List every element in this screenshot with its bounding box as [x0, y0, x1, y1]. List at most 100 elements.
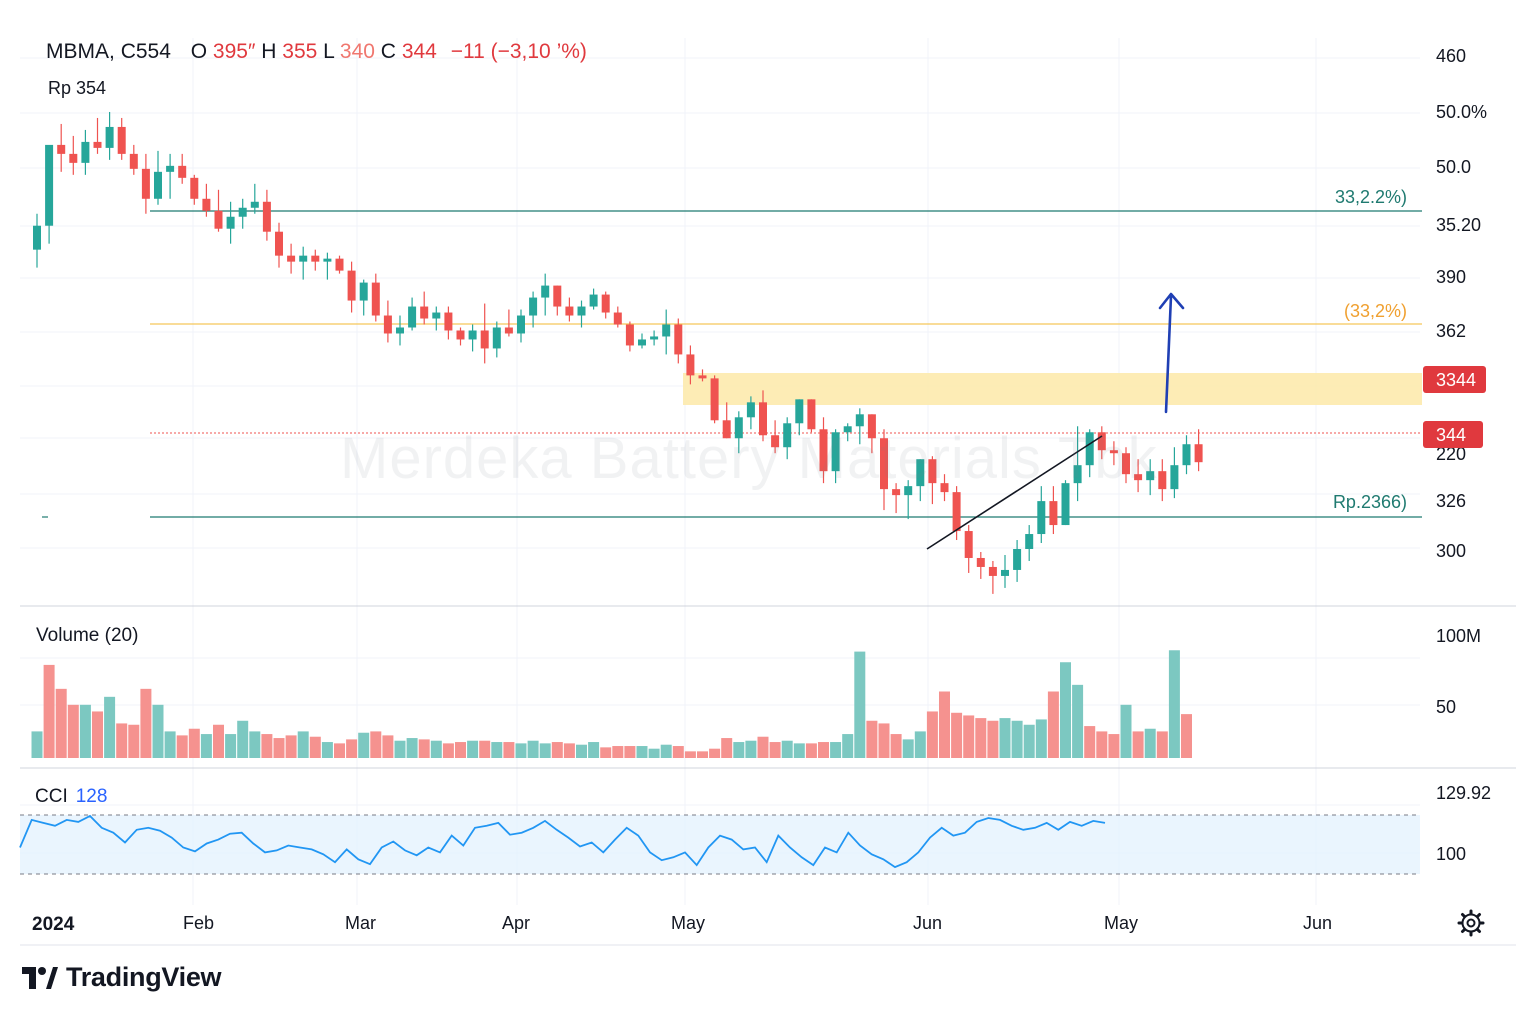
price-tick: 390 [1436, 267, 1466, 287]
volume-bar [1072, 684, 1084, 758]
candle-body [504, 327, 513, 334]
level-label-bottom: Rp.2366) [1333, 492, 1407, 512]
volume-bar [1060, 662, 1071, 758]
volume-bar [902, 739, 914, 758]
candle-body [988, 566, 997, 576]
candle [1013, 540, 1022, 582]
candle [589, 288, 598, 310]
price-badge-last [1423, 421, 1483, 448]
candle-body [613, 312, 622, 325]
candle-body [105, 126, 114, 148]
candle-body [166, 165, 175, 172]
volume-bar [309, 736, 321, 758]
chart-legend-header[interactable]: MBMA, C554 O 395″ H 355 L 340 C 344 −11 … [46, 40, 587, 64]
volume-bar [515, 743, 527, 758]
volume-bar [745, 740, 757, 758]
candle [69, 135, 78, 175]
candle-body [722, 420, 731, 439]
candle-body [117, 126, 126, 154]
volume-title[interactable]: Volume (20) [36, 625, 139, 646]
candle [311, 249, 320, 271]
candle [613, 306, 622, 328]
volume-bar [43, 664, 55, 758]
volume-bar [951, 712, 963, 758]
candle-body [843, 426, 852, 433]
candle-body [880, 438, 888, 490]
candle-body [734, 417, 743, 439]
candle-body [1122, 453, 1130, 475]
volume-bar [225, 734, 237, 758]
candle-body [33, 225, 41, 250]
candle [371, 273, 380, 322]
candle-body [1097, 432, 1106, 451]
candle-body [69, 153, 78, 163]
candle-body [1170, 465, 1179, 490]
candle-body [952, 492, 961, 532]
volume-axis-tick: 100M [1436, 626, 1481, 646]
symbol-code: C554 [120, 40, 171, 63]
price-tick: 50.0 [1436, 157, 1471, 177]
candle-body [1194, 444, 1203, 463]
time-tick: Jun [913, 913, 942, 933]
candle-body [275, 231, 283, 256]
candle-body [468, 330, 477, 340]
candle [662, 309, 671, 355]
candle [819, 417, 828, 484]
volume-bar [370, 731, 382, 758]
candle-body [674, 324, 683, 355]
open-value: 395″ [212, 40, 256, 63]
candle [916, 459, 925, 502]
tradingview-brand[interactable]: TradingView [22, 962, 222, 993]
candle [275, 222, 283, 268]
volume-bar [358, 732, 370, 758]
time-axis[interactable]: 2024 Feb Mar Apr May Jun May Jun [32, 913, 1332, 935]
candle [45, 144, 54, 244]
candle-body [686, 354, 695, 376]
candle [807, 399, 816, 433]
price-axis[interactable]: 460 50.0% 50.0 35.20 390 362 220 326 300 [1436, 46, 1487, 561]
candle [468, 324, 477, 352]
volume-bar [285, 735, 297, 758]
volume-bar [975, 718, 987, 758]
candle-body [480, 330, 489, 349]
candle-body [432, 312, 441, 319]
candle [1122, 447, 1130, 484]
candle-body [250, 201, 259, 208]
volume-bar [636, 746, 648, 758]
volume-bar [394, 740, 406, 758]
volume-bar [818, 742, 829, 758]
candle [190, 174, 199, 205]
candle-body [311, 255, 320, 262]
volume-bar [769, 742, 781, 758]
volume-bar [1144, 728, 1156, 758]
candle-body [190, 177, 199, 199]
change-value: −11 (−3,10 ’%) [450, 40, 587, 63]
time-tick: May [671, 913, 705, 933]
cci-title-block[interactable]: CCI 128 [35, 786, 107, 808]
volume-bar [67, 704, 79, 758]
candle [323, 252, 332, 280]
candle-body [408, 306, 417, 328]
symbol-name[interactable]: MBMA, [46, 40, 115, 63]
brand-name: TradingView [66, 962, 222, 992]
volume-bar [334, 743, 345, 758]
candle-body [976, 557, 985, 567]
gear-icon[interactable] [1457, 909, 1485, 937]
volume-bar [551, 742, 563, 758]
price-tick: 220 [1436, 444, 1466, 464]
candle [214, 189, 223, 232]
candle-body [396, 327, 404, 334]
volume-bar [1168, 650, 1180, 758]
trendline[interactable] [926, 435, 1103, 550]
candle-body [178, 165, 187, 178]
candle [1073, 426, 1082, 502]
candle-body [141, 168, 150, 199]
volume-bar [563, 743, 575, 758]
up-arrow[interactable] [1158, 292, 1185, 414]
tradingview-logo-icon [22, 966, 58, 989]
volume-bar [237, 720, 249, 758]
candle-body [214, 210, 223, 229]
candle-body [456, 330, 465, 340]
volume-bar [1181, 714, 1192, 758]
